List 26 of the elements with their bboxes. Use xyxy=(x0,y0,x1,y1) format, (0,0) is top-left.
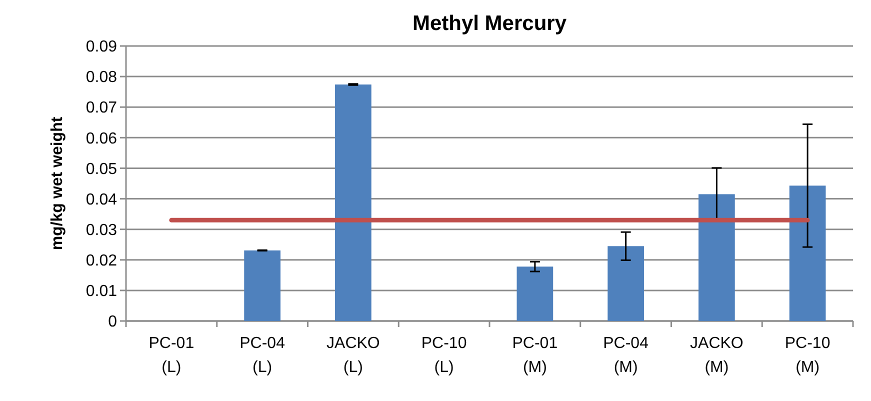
x-tick-label: PC-04 (M) xyxy=(603,335,649,376)
bar xyxy=(789,186,826,321)
x-tick-label: JACKO (L) xyxy=(326,335,380,376)
y-tick-label: 0.03 xyxy=(86,222,118,239)
bar xyxy=(698,194,735,321)
y-tick-label: 0.01 xyxy=(86,283,118,300)
y-tick-label: 0.06 xyxy=(86,130,118,148)
y-tick-label: 0.09 xyxy=(86,38,118,56)
x-tick-label: JACKO (M) xyxy=(690,335,744,376)
x-tick-label: PC-01 (M) xyxy=(512,335,558,376)
x-tick-label: PC-10 (L) xyxy=(421,335,467,376)
x-tick-label: PC-10 (M) xyxy=(784,335,830,376)
y-tick-label: 0.08 xyxy=(86,69,118,86)
y-tick-label: 0.04 xyxy=(86,191,118,208)
bar xyxy=(608,246,644,321)
y-tick-label: 0.05 xyxy=(86,160,118,178)
chart-title: Methyl Mercury xyxy=(412,12,567,35)
y-axis-title: mg/kg wet weight xyxy=(49,116,66,250)
bar xyxy=(335,84,372,321)
bar xyxy=(244,250,280,321)
y-tick-label: 0 xyxy=(108,314,118,331)
bar xyxy=(516,266,554,321)
x-tick-label: PC-01 (L) xyxy=(148,335,194,376)
y-tick-label: 0.07 xyxy=(86,100,118,117)
x-tick-label: PC-04 (L) xyxy=(240,335,286,376)
y-tick-label: 0.02 xyxy=(86,252,118,270)
